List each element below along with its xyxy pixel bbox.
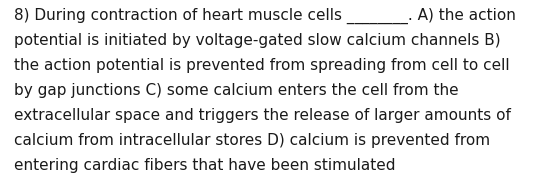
Text: 8) During contraction of heart muscle cells ________. A) the action: 8) During contraction of heart muscle ce…: [14, 8, 516, 24]
Text: the action potential is prevented from spreading from cell to cell: the action potential is prevented from s…: [14, 58, 509, 73]
Text: extracellular space and triggers the release of larger amounts of: extracellular space and triggers the rel…: [14, 108, 511, 123]
Text: potential is initiated by voltage-gated slow calcium channels B): potential is initiated by voltage-gated …: [14, 33, 501, 48]
Text: by gap junctions C) some calcium enters the cell from the: by gap junctions C) some calcium enters …: [14, 83, 459, 98]
Text: entering cardiac fibers that have been stimulated: entering cardiac fibers that have been s…: [14, 158, 396, 173]
Text: calcium from intracellular stores D) calcium is prevented from: calcium from intracellular stores D) cal…: [14, 133, 490, 148]
